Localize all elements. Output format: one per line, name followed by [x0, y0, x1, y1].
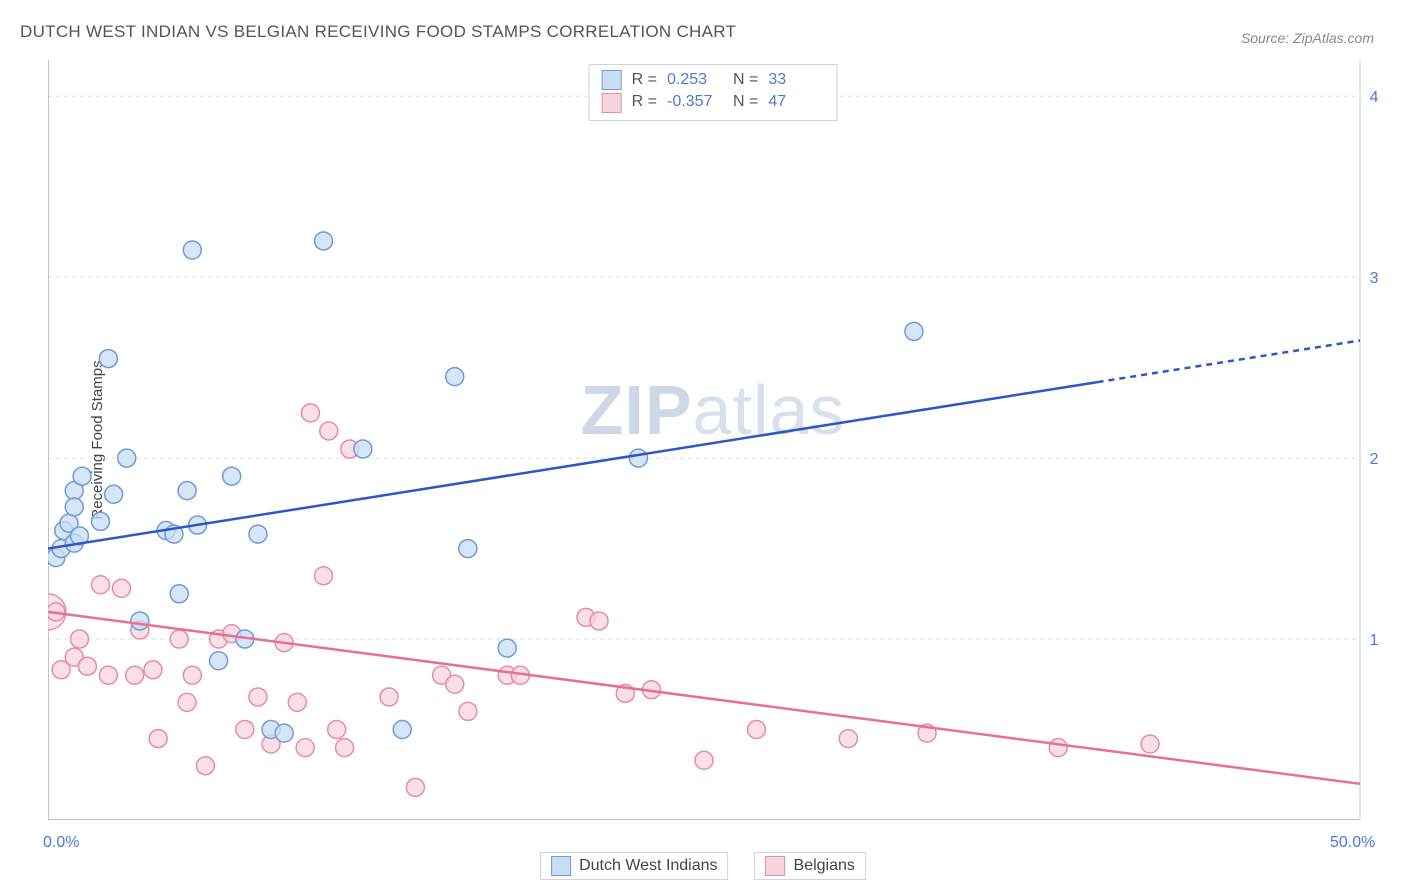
r-value-series1: 0.253	[667, 69, 723, 91]
r-label: R =	[632, 69, 657, 91]
n-value-series1: 33	[768, 69, 824, 91]
svg-text:40.0%: 40.0%	[1370, 89, 1378, 106]
svg-text:30.0%: 30.0%	[1370, 270, 1378, 287]
chart-title: DUTCH WEST INDIAN VS BELGIAN RECEIVING F…	[20, 22, 736, 42]
svg-text:20.0%: 20.0%	[1370, 451, 1378, 468]
legend-swatch-series1	[551, 856, 571, 876]
stats-row-series1: R = 0.253 N = 33	[602, 69, 825, 91]
legend-item-series1: Dutch West Indians	[540, 852, 728, 880]
chart-area: Receiving Food Stamps ZIPatlas 10.0%20.0…	[48, 60, 1378, 820]
legend-label-series1: Dutch West Indians	[579, 857, 717, 875]
legend-label-series2: Belgians	[794, 857, 855, 875]
n-label: N =	[733, 91, 758, 113]
swatch-series2	[602, 93, 622, 113]
stats-row-series2: R = -0.357 N = 47	[602, 91, 825, 113]
x-tick-label-0: 0.0%	[43, 834, 79, 852]
source-attribution: Source: ZipAtlas.com	[1241, 30, 1374, 46]
legend-swatch-series2	[766, 856, 786, 876]
svg-text:10.0%: 10.0%	[1370, 632, 1378, 649]
n-label: N =	[733, 69, 758, 91]
x-tick-label-50: 50.0%	[1330, 834, 1375, 852]
r-label: R =	[632, 91, 657, 113]
r-value-series2: -0.357	[667, 91, 723, 113]
swatch-series1	[602, 70, 622, 90]
scatter-plot: 10.0% 20.0% 30.0% 40.0%	[48, 60, 1378, 820]
bottom-legend: Dutch West Indians Belgians	[540, 852, 866, 880]
legend-item-series2: Belgians	[755, 852, 866, 880]
n-value-series2: 47	[768, 91, 824, 113]
correlation-stats-box: R = 0.253 N = 33 R = -0.357 N = 47	[589, 64, 838, 121]
